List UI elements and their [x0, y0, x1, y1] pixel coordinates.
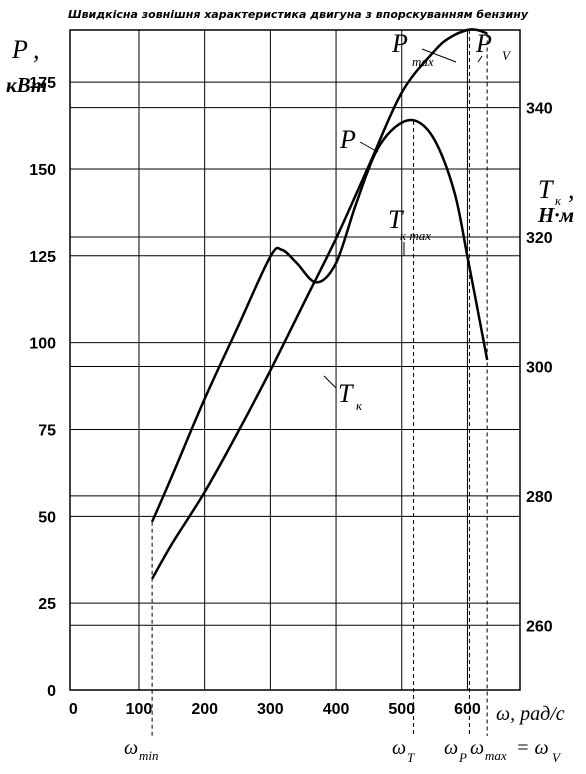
omega-min-label: ω: [124, 737, 138, 759]
omega-p-label: ω: [444, 737, 458, 759]
torque-curve: [150, 118, 489, 523]
left-axis-comma: ,: [33, 35, 40, 64]
pv-sub: V: [502, 48, 512, 63]
tick-labels: 0 100 200 300 400 500 600 0 25 50 75 100 125 150 175 26…: [29, 75, 553, 718]
omega-t-sub: T: [407, 750, 415, 765]
y-right-tick-label: 300: [526, 359, 553, 376]
t-curve-label: T: [338, 379, 354, 408]
x-tick-label: 500: [388, 701, 415, 718]
tmax-label: T: [388, 205, 404, 234]
y-left-tick-label: 100: [29, 336, 56, 353]
omega-p-sub: P: [458, 750, 467, 765]
y-left-tick-label: 25: [38, 596, 56, 613]
p-curve-label: P: [339, 125, 356, 154]
right-axis-unit: Н·м: [537, 203, 574, 227]
plot-area: [69, 29, 521, 691]
omega-min-sub: min: [139, 748, 159, 763]
y-left-tick-label: 50: [38, 509, 56, 526]
left-axis-label: P: [11, 35, 28, 64]
x-tick-label: 0: [69, 701, 78, 718]
t-curve-sub: к: [356, 398, 363, 413]
x-tick-label: 200: [191, 701, 218, 718]
x-axis-label: ω, рад/с: [496, 703, 565, 725]
annotations: P max P V P T к max T к ω min ω T ω P ω …: [124, 29, 562, 765]
omega-t-label: ω: [392, 737, 406, 759]
omega-max-sub: max: [485, 748, 507, 763]
t-curve-leader: [323, 375, 337, 389]
power-curve: [151, 28, 488, 580]
y-left-tick-label: 125: [29, 249, 56, 266]
series-lines: [150, 28, 489, 580]
pv-leader: [477, 55, 483, 63]
y-right-tick-label: 260: [526, 618, 553, 635]
pmax-sub: max: [412, 54, 434, 69]
p-curve-leader: [359, 141, 379, 153]
omega-v-label: = ω: [516, 737, 549, 759]
y-left-tick-label: 75: [38, 422, 56, 439]
y-right-tick-label: 280: [526, 489, 553, 506]
tmax-sub: к max: [400, 228, 431, 243]
left-axis-title: P , кВт: [6, 35, 47, 97]
omega-v-sub: V: [552, 750, 562, 765]
speed-markers: [151, 30, 488, 736]
right-axis-label: T: [538, 175, 554, 204]
left-axis-unit: кВт: [6, 73, 47, 97]
pmax-leader: [421, 48, 457, 63]
y-left-tick-label: 175: [29, 75, 56, 92]
right-axis-title: T к , Н·м: [537, 175, 575, 227]
chart-title: Швидкісна зовнішня характеристика двигун…: [68, 8, 529, 21]
pv-label: P: [475, 29, 492, 58]
y-right-tick-label: 320: [526, 230, 553, 247]
x-tick-label: 600: [454, 701, 481, 718]
x-tick-label: 300: [257, 701, 284, 718]
right-axis-comma: ,: [568, 175, 575, 204]
pmax-label: P: [391, 29, 408, 58]
grid: [70, 30, 520, 690]
y-left-tick-label: 0: [47, 683, 56, 700]
x-tick-label: 100: [126, 701, 153, 718]
right-axis-label-sub: к: [555, 193, 562, 208]
y-left-tick-label: 150: [29, 162, 56, 179]
omega-max-label: ω: [470, 737, 484, 759]
y-right-tick-label: 340: [526, 101, 553, 118]
x-tick-label: 400: [323, 701, 350, 718]
